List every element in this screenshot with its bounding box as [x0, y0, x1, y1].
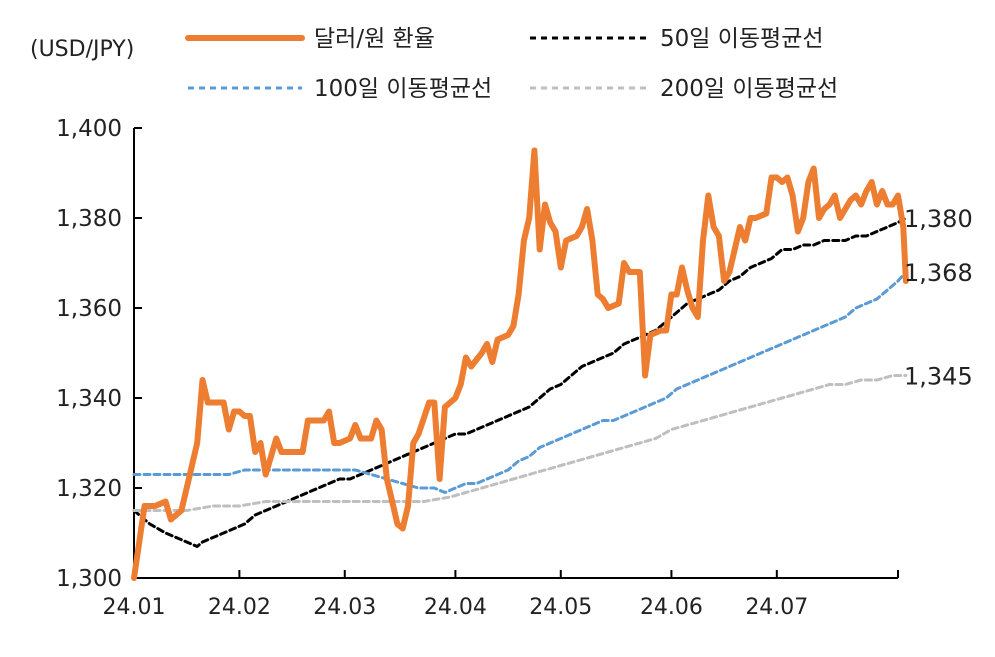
legend-label-ma100: 100일 이동평균선	[314, 76, 492, 102]
end-label-ma200: 1,345	[904, 363, 973, 391]
series-line-usdjpy	[131, 147, 909, 581]
axes	[133, 127, 899, 579]
series-line-ma200	[132, 374, 908, 512]
y-axis-unit-label: (USD/JPY)	[30, 37, 134, 62]
x-tick-label: 24.05	[529, 595, 592, 620]
series-line-ma100	[132, 270, 908, 494]
y-tick-label: 1,360	[56, 296, 122, 322]
end-label-ma100: 1,368	[904, 259, 973, 287]
end-label-ma50: 1,380	[904, 205, 973, 233]
x-tick-label: 24.07	[745, 595, 808, 620]
legend-label-ma50: 50일 이동평균선	[660, 26, 824, 52]
legend-label-usdjpy: 달러/원 환율	[314, 26, 435, 52]
tick-labels: 1,300 1,320 1,340 1,360 1,380 1,400 24.01 24.02…	[56, 116, 808, 620]
y-tick-label: 1,340	[56, 386, 122, 412]
series-line-ma50	[132, 216, 908, 548]
legend: 달러/원 환율 50일 이동평균선 100일 이동평균선 200일 이동평균선	[185, 26, 838, 102]
end-value-labels: 1,380 1,368 1,345	[904, 205, 973, 391]
x-tick-label: 24.06	[640, 595, 703, 620]
x-tick-label: 24.01	[103, 595, 166, 620]
y-tick-label: 1,380	[56, 206, 122, 232]
y-tick-label: 1,300	[56, 566, 122, 592]
legend-label-ma200: 200일 이동평균선	[660, 76, 838, 102]
series-lines	[131, 147, 909, 581]
x-tick-label: 24.02	[208, 595, 271, 620]
x-tick-label: 24.03	[313, 595, 376, 620]
y-tick-label: 1,320	[56, 476, 122, 502]
y-tick-label: 1,400	[56, 116, 122, 142]
x-tick-label: 24.04	[424, 595, 487, 620]
